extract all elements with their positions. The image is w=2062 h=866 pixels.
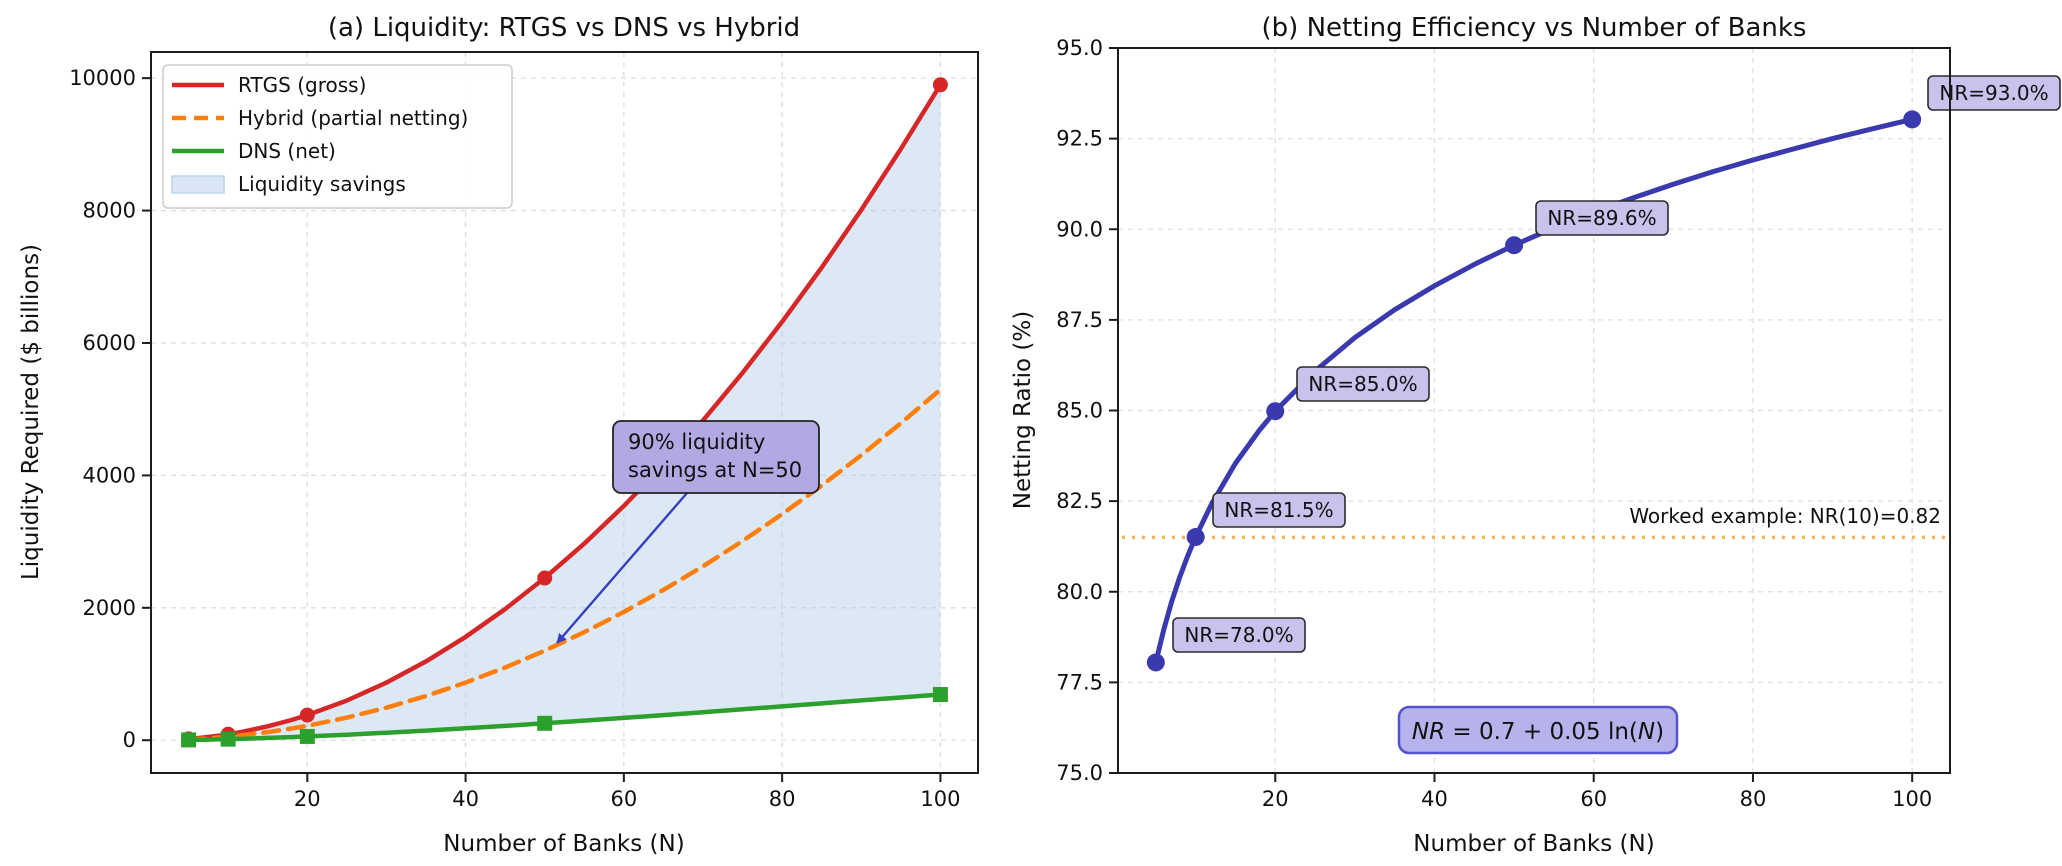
annotation-text-line2: savings at N=50 (628, 458, 802, 482)
y-tick-label: 6000 (83, 331, 136, 355)
panel-b: Worked example: NR(10)=0.82 NR=78.0% NR=… (1010, 13, 2061, 857)
data-point-marker (537, 570, 553, 586)
liquidity-savings-fill (188, 84, 941, 740)
nr-label-box-81 (1212, 492, 1346, 528)
x-tick-label: 60 (610, 787, 637, 811)
y-tick-label: 87.5 (1056, 308, 1103, 332)
panel-a-series (181, 77, 948, 748)
worked-example-label: Worked example: NR(10)=0.82 (1629, 504, 1941, 528)
nr-label-box-85 (1296, 366, 1430, 402)
annotation-box (612, 420, 820, 494)
y-tick-label: 85.0 (1056, 399, 1103, 423)
data-point-marker (1186, 528, 1205, 547)
x-tick-label: 60 (1580, 787, 1607, 811)
nr-label-85: NR=85.0% (1308, 372, 1417, 396)
legend-box (162, 64, 513, 209)
annotation-arrow (556, 492, 688, 644)
legend: RTGS (gross) Hybrid (partial netting) DN… (162, 64, 513, 209)
nr-label-93: NR=93.0% (1939, 81, 2048, 105)
data-point-marker (537, 715, 553, 731)
nr-label-78: NR=78.0% (1184, 623, 1293, 647)
x-tick-label: 80 (769, 787, 796, 811)
y-tick-label: 8000 (83, 199, 136, 223)
panel-a-spines (150, 51, 979, 774)
nr-label-box-89 (1535, 200, 1669, 236)
y-tick-label: 4000 (83, 463, 136, 487)
data-point-marker (932, 77, 948, 93)
data-point-marker (932, 687, 948, 703)
legend-label-savings: Liquidity savings (238, 172, 406, 196)
panel-a-ticks: 20 40 60 80 100 0 2000 4000 6000 8000 10000 (69, 66, 960, 811)
data-point-marker (299, 728, 315, 744)
y-tick-label: 82.5 (1056, 489, 1103, 513)
y-tick-label: 80.0 (1056, 580, 1103, 604)
liquidity-savings-area (188, 84, 941, 740)
y-tick-label: 75.0 (1056, 761, 1103, 785)
x-tick-label: 40 (452, 787, 479, 811)
data-point-marker (220, 731, 236, 747)
nr-label-81: NR=81.5% (1224, 498, 1333, 522)
nr-label-box-93 (1927, 75, 2061, 111)
data-point-marker (1146, 653, 1165, 672)
data-point-marker (1266, 402, 1285, 421)
legend-label-rtgs: RTGS (gross) (238, 73, 366, 97)
formula-box (1397, 705, 1679, 755)
data-point-marker (1903, 110, 1922, 129)
y-tick-label: 95.0 (1056, 36, 1103, 60)
y-tick-label: 10000 (69, 66, 136, 90)
legend-patch-savings (171, 175, 225, 194)
x-tick-label: 20 (1262, 787, 1289, 811)
x-tick-label: 100 (920, 787, 960, 811)
panel-b-series (1146, 110, 1922, 672)
x-tick-label: 100 (1892, 787, 1932, 811)
data-point-marker (181, 732, 197, 748)
y-tick-label: 90.0 (1056, 217, 1103, 241)
x-tick-label: 20 (294, 787, 321, 811)
panel-a: 90% liquidity savings at N=50 20 40 60 80 10… (18, 13, 979, 857)
y-tick-label: 0 (123, 728, 136, 752)
data-point-marker (1505, 236, 1524, 255)
legend-label-dns: DNS (net) (238, 139, 336, 163)
x-tick-label: 40 (1421, 787, 1448, 811)
legend-label-hybrid: Hybrid (partial netting) (238, 106, 468, 130)
panel-a-ylabel: Liquidity Required ($ billions) (18, 244, 44, 580)
annotation-text-line1: 90% liquidity (628, 430, 765, 454)
nr-label-89: NR=89.6% (1547, 206, 1656, 230)
panel-b-grid (1118, 47, 1950, 774)
x-tick-label: 80 (1740, 787, 1767, 811)
nr-label-box-78 (1172, 617, 1306, 653)
panel-b-xlabel: Number of Banks (N) (1413, 831, 1654, 857)
panel-a-title: (a) Liquidity: RTGS vs DNS vs Hybrid (328, 13, 800, 43)
y-tick-label: 77.5 (1056, 670, 1103, 694)
panel-b-title: (b) Netting Efficiency vs Number of Bank… (1262, 13, 1807, 43)
panel-b-ticks: 20 40 60 80 100 75.0 77.5 80.0 82.5 85.0 87.5 90.0 9… (1056, 36, 1932, 811)
data-point-marker (299, 707, 315, 723)
y-tick-label: 2000 (83, 596, 136, 620)
panel-a-xlabel: Number of Banks (N) (443, 831, 684, 857)
nr-point-labels: NR=78.0% NR=81.5% NR=85.0% NR=89.6% NR=9… (1172, 75, 2061, 653)
formula-text: NR = 0.7 + 0.05 ln(N) (1412, 719, 1664, 745)
panel-b-ylabel: Netting Ratio (%) (1010, 311, 1036, 509)
y-tick-label: 92.5 (1056, 127, 1103, 151)
series-line-netting-ratio (1153, 116, 1915, 665)
